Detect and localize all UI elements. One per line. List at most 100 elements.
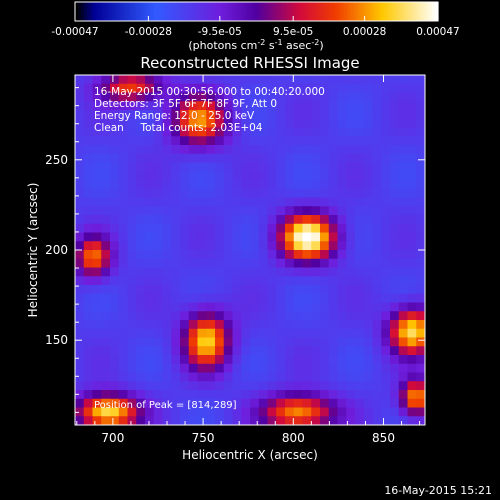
heatmap-cell [145,390,155,400]
heatmap-cell [215,83,225,93]
colorbar-segment [362,2,366,21]
heatmap-cell [346,381,356,391]
heatmap-cell [110,407,120,417]
heatmap-cell [355,145,365,155]
heatmap-cell [110,171,120,181]
heatmap-cell [188,293,198,303]
heatmap-cell [145,145,155,155]
heatmap-cell [215,153,225,163]
heatmap-cell [92,250,102,260]
heatmap-cell [250,180,260,190]
colorbar-segment [434,2,439,21]
heatmap-cell [153,250,163,260]
heatmap-cell [171,101,181,111]
heatmap-cell [346,276,356,286]
heatmap-cell [407,241,417,251]
heatmap-cell [407,276,417,286]
colorbar-segment [250,2,255,21]
heatmap-cell [180,180,190,190]
heatmap-cell [215,293,225,303]
heatmap-cell [381,101,391,111]
heatmap-cell [162,416,172,426]
heatmap-cell [188,232,198,242]
heatmap-cell [276,206,286,216]
heatmap-cell [302,92,312,102]
heatmap-cell [337,188,347,198]
heatmap-cell [232,398,242,408]
heatmap-cell [355,153,365,163]
colorbar-segment [180,2,185,21]
heatmap-cell [171,171,181,181]
heatmap-cell [276,302,286,312]
heatmap-cell [320,416,330,426]
heatmap-cell [92,337,102,347]
heatmap-cell [276,337,286,347]
heatmap-cell [293,346,303,356]
heatmap-cell [328,101,338,111]
heatmap-cell [75,302,85,312]
heatmap-cell [118,162,128,172]
heatmap-cell [311,302,321,312]
heatmap-cell [407,320,417,330]
heatmap-cell [180,355,190,365]
heatmap-cell [250,416,260,426]
heatmap-cell [162,92,172,102]
colorbar-segment [425,2,430,21]
heatmap-cell [328,232,338,242]
heatmap-cell [75,197,85,207]
heatmap-cell [180,285,190,295]
heatmap-cell [171,328,181,338]
heatmap-cell [346,328,356,338]
heatmap-cell [267,372,277,382]
heatmap-cell [92,320,102,330]
heatmap-cell [390,372,400,382]
heatmap-cell [223,83,233,93]
heatmap-cell [250,372,260,382]
heatmap-cell [407,232,417,242]
heatmap-cell [197,162,207,172]
heatmap-cell [416,363,426,373]
heatmap-cell [118,223,128,233]
heatmap-cell [118,171,128,181]
heatmap-cell [258,293,268,303]
heatmap-cell [197,118,207,128]
heatmap-cell [223,162,233,172]
heatmap-cell [302,416,312,426]
heatmap-cell [180,302,190,312]
heatmap-cell [197,206,207,216]
heatmap-cell [337,258,347,268]
heatmap-cell [258,363,268,373]
heatmap-cell [153,145,163,155]
heatmap-cell [363,250,373,260]
heatmap-cell [337,223,347,233]
heatmap-cell [328,92,338,102]
heatmap-cell [337,416,347,426]
heatmap-cell [188,276,198,286]
heatmap-cell [363,372,373,382]
heatmap-cell [267,381,277,391]
heatmap-cell [101,407,111,417]
heatmap-cell [136,258,146,268]
heatmap-cell [372,276,382,286]
heatmap-cell [180,320,190,330]
heatmap-cell [346,285,356,295]
heatmap-cell [250,346,260,356]
heatmap-cell [381,75,391,85]
heatmap-cell [372,285,382,295]
heatmap-cell [75,355,85,365]
colorbar-segment [292,2,297,21]
heatmap-cell [83,267,93,277]
colorbar-segment [277,2,282,21]
heatmap-cell [293,92,303,102]
heatmap-cell [136,136,146,146]
heatmap-cell [145,188,155,198]
heatmap-cell [241,407,251,417]
colorbar-segment [304,2,309,21]
colorbar-segment [317,2,321,21]
heatmap-cell [215,390,225,400]
heatmap-cell [346,127,356,137]
heatmap-cell [276,180,286,190]
heatmap-cell [101,162,111,172]
heatmap-cell [136,118,146,128]
heatmap-cell [355,127,365,137]
